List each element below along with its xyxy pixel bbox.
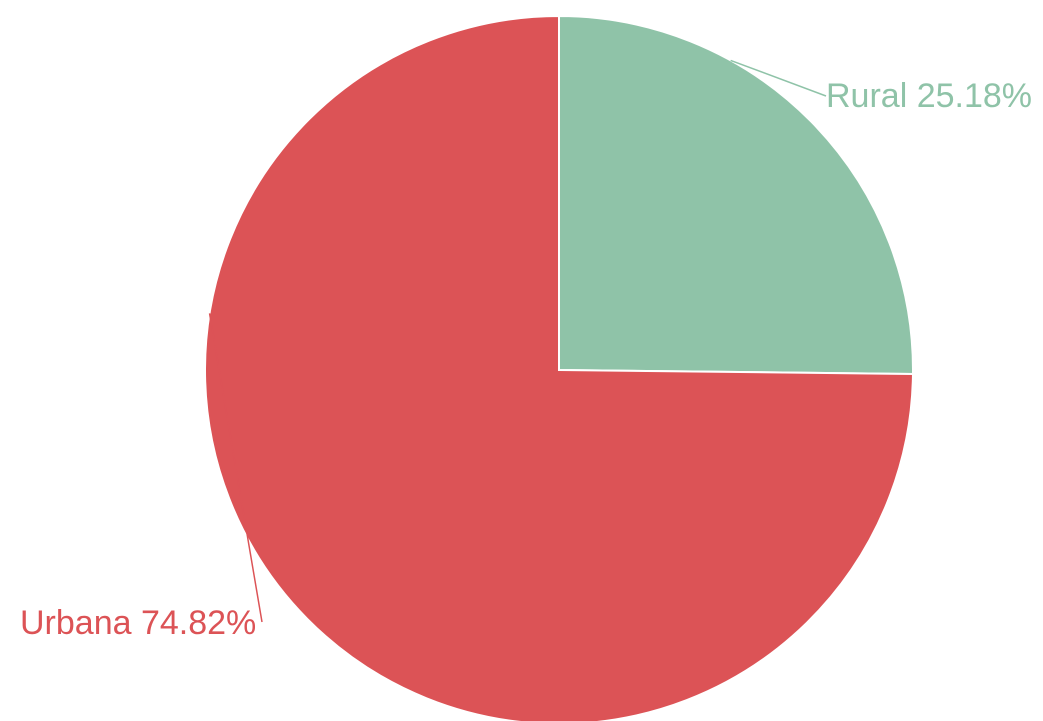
leader-line-rural: [730, 59, 827, 97]
slice-label-urbana: Urbana 74.82%: [20, 604, 256, 642]
pie-slice-rural: [558, 14, 914, 376]
leader-line-urbana: [208, 313, 263, 623]
leader-lines: [208, 59, 827, 623]
slice-label-rural: Rural 25.18%: [826, 77, 1032, 115]
pie-slices: [204, 14, 914, 721]
slice-labels: Rural 25.18% Urbana 74.82%: [20, 77, 1032, 642]
pie-slice-urbana: [204, 14, 914, 721]
